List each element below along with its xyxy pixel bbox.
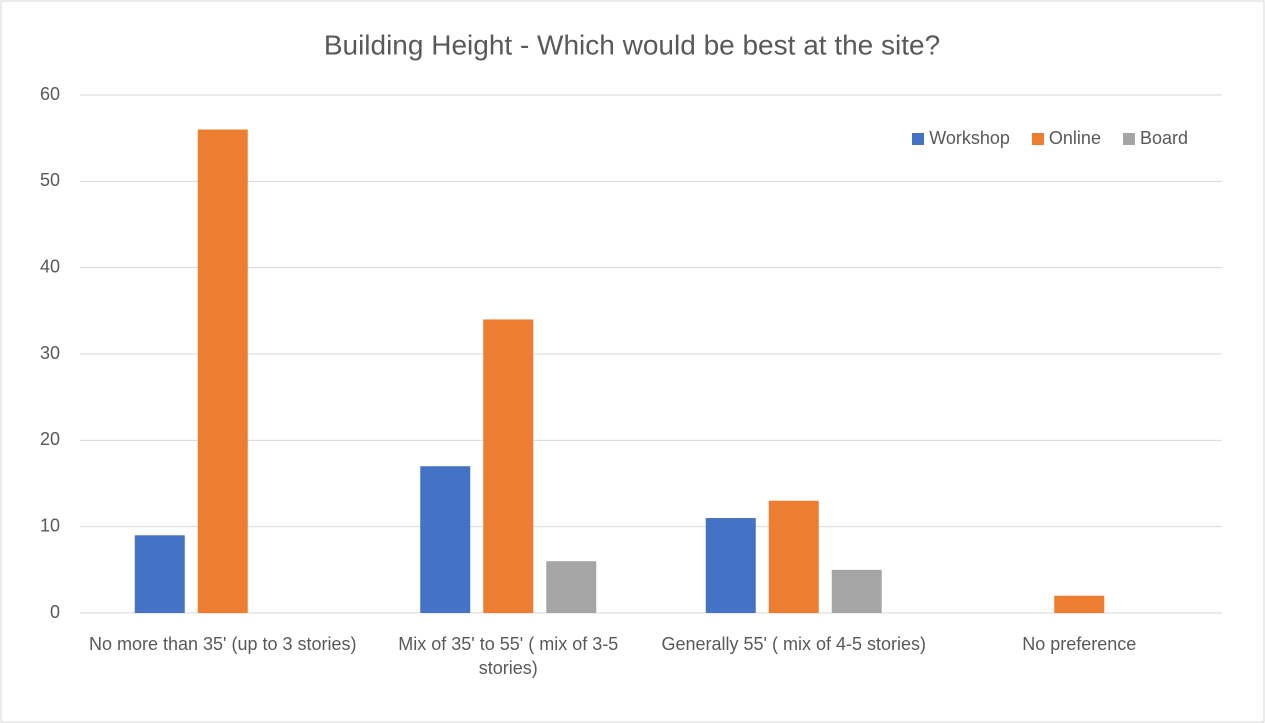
legend-swatch xyxy=(1031,132,1044,145)
bar xyxy=(768,500,819,613)
y-tick-label: 20 xyxy=(40,429,60,449)
bar xyxy=(1054,595,1105,613)
legend-item: Workshop xyxy=(912,128,1010,149)
x-tick-label: Mix of 35' to 55' ( mix of 3-5 stories) xyxy=(398,634,619,678)
y-tick-label: 0 xyxy=(50,602,60,622)
y-tick-label: 30 xyxy=(40,343,60,363)
bar xyxy=(483,319,534,613)
x-tick-label: Generally 55' ( mix of 4-5 stories) xyxy=(661,634,927,654)
legend-item: Online xyxy=(1031,128,1101,149)
bar xyxy=(831,569,882,613)
chart-title: Building Height - Which would be best at… xyxy=(324,29,940,60)
bar xyxy=(197,129,248,614)
legend: Workshop Online Board xyxy=(912,128,1188,149)
bar xyxy=(705,518,756,613)
y-tick-label: 40 xyxy=(40,256,60,276)
x-tick-label: No more than 35' (up to 3 stories) xyxy=(88,634,357,654)
y-tick-label: 60 xyxy=(40,84,60,104)
legend-label: Online xyxy=(1048,128,1101,148)
x-tick-label: No preference xyxy=(1022,634,1137,654)
legend-swatch xyxy=(1122,132,1135,145)
bar xyxy=(420,466,471,613)
bar xyxy=(134,535,185,613)
legend-label: Board xyxy=(1139,128,1188,148)
y-tick-label: 50 xyxy=(40,170,60,190)
legend-item: Board xyxy=(1122,128,1188,149)
legend-label: Workshop xyxy=(929,128,1010,148)
bar xyxy=(546,561,597,613)
y-tick-label: 10 xyxy=(40,515,60,535)
legend-swatch xyxy=(912,132,925,145)
